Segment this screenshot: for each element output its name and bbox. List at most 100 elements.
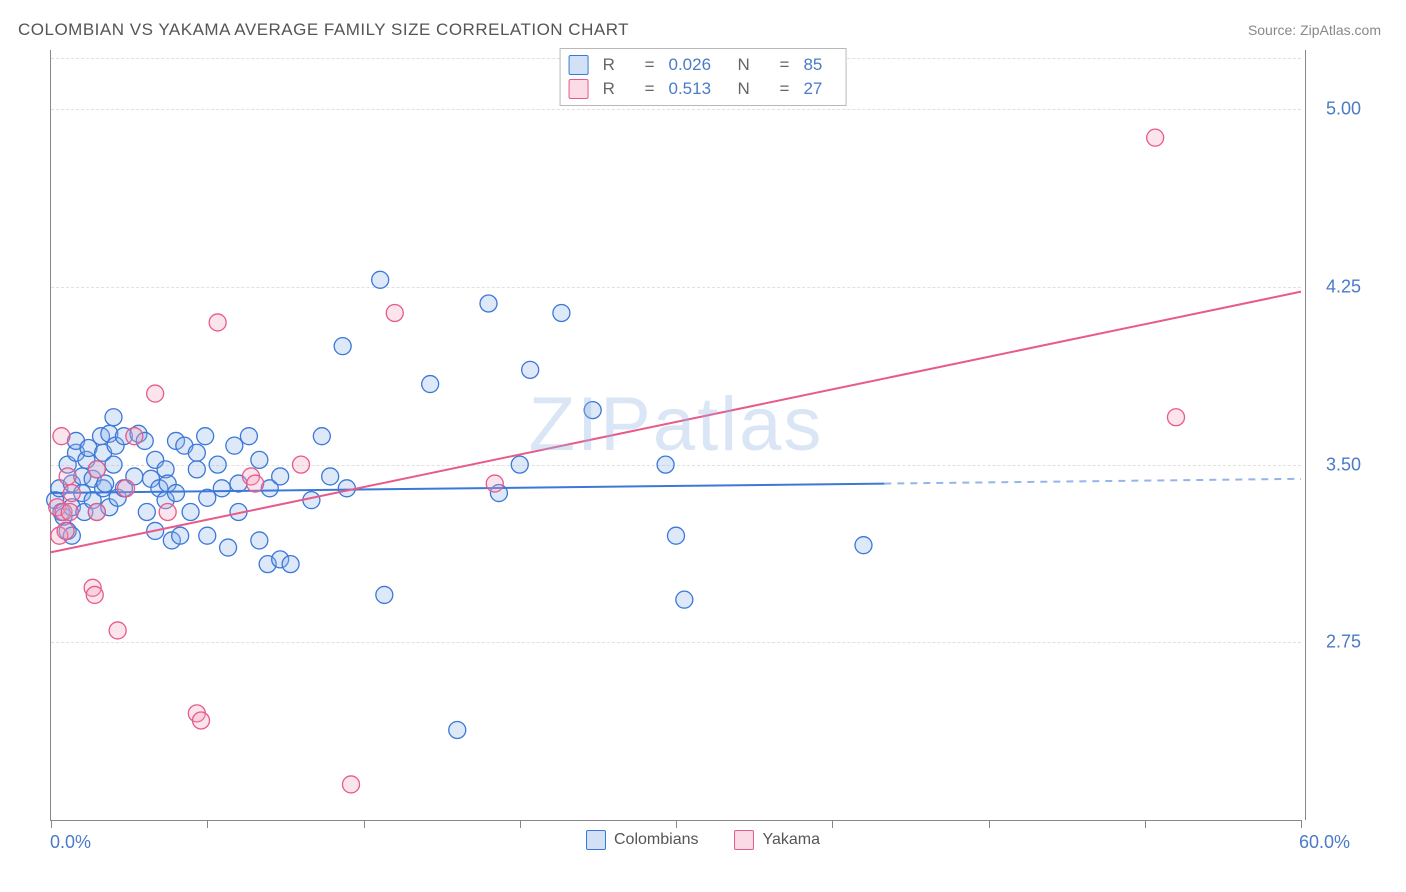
plot-svg: [51, 50, 1301, 820]
scatter-point: [657, 456, 674, 473]
scatter-point: [247, 475, 264, 492]
legend-item: Yakama: [734, 830, 820, 850]
y-tick-label: 4.25: [1317, 276, 1361, 297]
scatter-point: [86, 586, 103, 603]
scatter-point: [251, 451, 268, 468]
legend-item: Colombians: [586, 830, 698, 850]
scatter-point: [126, 428, 143, 445]
x-tick: [207, 820, 208, 828]
scatter-point: [511, 456, 528, 473]
scatter-point: [226, 437, 243, 454]
source-value: ZipAtlas.com: [1300, 22, 1381, 38]
scatter-point: [668, 527, 685, 544]
x-tick: [1145, 820, 1146, 828]
scatter-point: [63, 485, 80, 502]
legend-swatch: [569, 79, 589, 99]
plot-area: ZIPatlas 2.753.504.255.00: [50, 50, 1301, 821]
scatter-point: [220, 539, 237, 556]
scatter-point: [88, 504, 105, 521]
scatter-point: [197, 428, 214, 445]
stat-r-label: R: [603, 53, 631, 77]
scatter-point: [188, 461, 205, 478]
y-tick-label: 5.00: [1317, 99, 1361, 120]
scatter-point: [240, 428, 257, 445]
scatter-point: [147, 385, 164, 402]
x-tick: [676, 820, 677, 828]
scatter-point: [188, 444, 205, 461]
x-tick: [989, 820, 990, 828]
scatter-point: [553, 304, 570, 321]
x-tick: [364, 820, 365, 828]
stats-legend-row: R=0.026N=85: [569, 53, 834, 77]
legend-label: Colombians: [614, 831, 698, 849]
x-tick: [51, 820, 52, 828]
stat-n-value: 27: [803, 77, 833, 101]
stat-r-value: 0.513: [669, 77, 724, 101]
scatter-point: [376, 586, 393, 603]
scatter-point: [282, 556, 299, 573]
scatter-point: [172, 527, 189, 544]
scatter-point: [88, 461, 105, 478]
scatter-point: [138, 504, 155, 521]
scatter-point: [338, 480, 355, 497]
scatter-point: [372, 271, 389, 288]
scatter-point: [480, 295, 497, 312]
scatter-point: [386, 304, 403, 321]
source-attribution: Source: ZipAtlas.com: [1248, 22, 1381, 38]
chart-title: COLOMBIAN VS YAKAMA AVERAGE FAMILY SIZE …: [18, 20, 629, 40]
stat-n-value: 85: [803, 53, 833, 77]
source-label: Source:: [1248, 22, 1296, 38]
scatter-point: [584, 402, 601, 419]
trend-line-extension: [884, 479, 1301, 484]
scatter-point: [213, 480, 230, 497]
plot-right-border: [1305, 50, 1306, 820]
scatter-point: [1168, 409, 1185, 426]
scatter-point: [159, 504, 176, 521]
scatter-point: [105, 456, 122, 473]
scatter-point: [422, 376, 439, 393]
stats-legend-row: R=0.513N=27: [569, 77, 834, 101]
scatter-point: [199, 527, 216, 544]
scatter-point: [61, 504, 78, 521]
legend-swatch: [586, 830, 606, 850]
stat-r-value: 0.026: [669, 53, 724, 77]
scatter-point: [209, 314, 226, 331]
x-tick: [832, 820, 833, 828]
scatter-point: [209, 456, 226, 473]
scatter-point: [1147, 129, 1164, 146]
scatter-point: [251, 532, 268, 549]
scatter-point: [105, 409, 122, 426]
scatter-point: [313, 428, 330, 445]
scatter-point: [272, 468, 289, 485]
stat-n-label: N: [738, 77, 766, 101]
scatter-point: [109, 622, 126, 639]
x-axis-max-label: 60.0%: [1299, 832, 1350, 853]
scatter-point: [57, 522, 74, 539]
legend-swatch: [569, 55, 589, 75]
scatter-point: [53, 428, 70, 445]
scatter-point: [168, 485, 185, 502]
scatter-point: [334, 338, 351, 355]
stat-n-label: N: [738, 53, 766, 77]
scatter-point: [343, 776, 360, 793]
y-tick-label: 3.50: [1317, 454, 1361, 475]
legend-swatch: [734, 830, 754, 850]
scatter-point: [193, 712, 210, 729]
scatter-point: [118, 480, 135, 497]
x-tick: [520, 820, 521, 828]
scatter-point: [293, 456, 310, 473]
legend-label: Yakama: [762, 831, 820, 849]
scatter-point: [322, 468, 339, 485]
scatter-point: [59, 468, 76, 485]
scatter-point: [522, 361, 539, 378]
scatter-point: [182, 504, 199, 521]
scatter-point: [855, 537, 872, 554]
x-axis-min-label: 0.0%: [50, 832, 91, 853]
scatter-point: [486, 475, 503, 492]
series-legend: Colombians Yakama: [586, 830, 820, 850]
scatter-point: [676, 591, 693, 608]
stat-r-label: R: [603, 77, 631, 101]
scatter-point: [449, 721, 466, 738]
stats-legend: R=0.026N=85R=0.513N=27: [560, 48, 847, 106]
x-tick: [1301, 820, 1302, 828]
